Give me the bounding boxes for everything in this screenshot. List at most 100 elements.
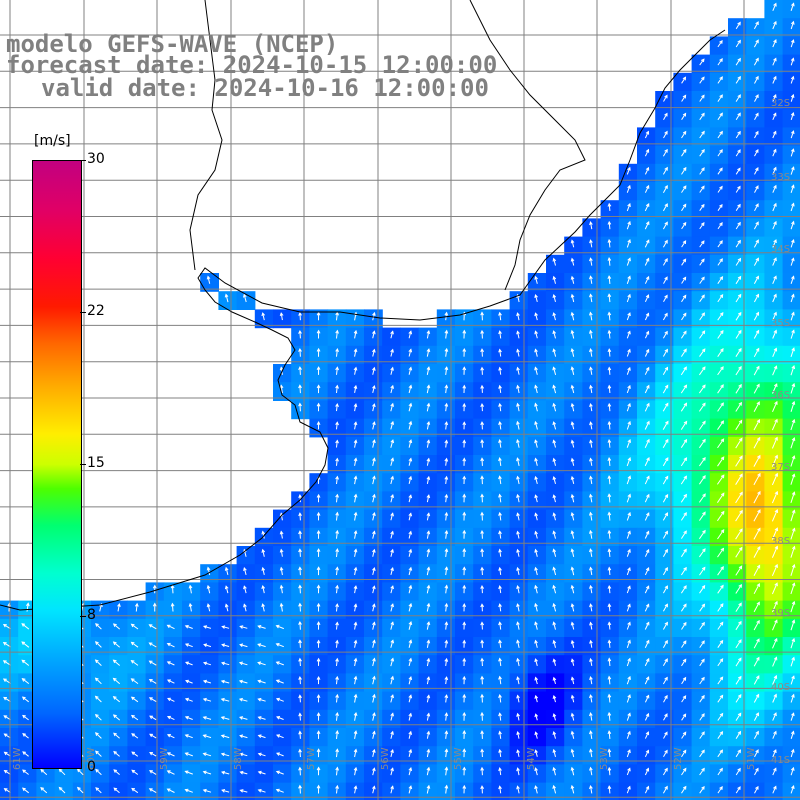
wind-arrow xyxy=(790,130,795,139)
wind-arrow xyxy=(166,624,175,630)
wind-arrow xyxy=(390,366,394,375)
wind-arrow xyxy=(276,734,284,739)
wind-arrow xyxy=(480,529,484,539)
wind-arrow xyxy=(589,730,593,739)
wind-arrow xyxy=(644,130,650,139)
wind-arrow xyxy=(717,438,725,449)
wind-arrow xyxy=(607,420,612,430)
wind-arrow xyxy=(699,621,705,630)
wind-arrow xyxy=(444,676,449,685)
wind-arrow xyxy=(372,548,376,557)
wind-arrow xyxy=(335,584,339,594)
wind-arrow xyxy=(589,675,593,685)
wind-arrow xyxy=(462,748,467,758)
wind-arrow xyxy=(772,2,777,11)
wind-arrow xyxy=(626,621,631,630)
wind-arrow xyxy=(698,420,706,430)
wind-arrow xyxy=(275,770,284,775)
wind-arrow xyxy=(681,112,687,120)
wind-arrow xyxy=(257,770,266,775)
wind-arrow xyxy=(662,621,668,630)
wind-arrow xyxy=(644,749,650,758)
wind-arrow xyxy=(772,112,777,121)
wind-speed-cell xyxy=(18,782,37,800)
wind-arrow xyxy=(626,220,631,230)
wind-arrow xyxy=(408,402,413,412)
wind-arrow xyxy=(94,659,102,666)
wind-arrow xyxy=(772,202,777,212)
wind-arrow xyxy=(112,641,121,648)
wind-arrow xyxy=(644,402,650,412)
wind-arrow xyxy=(607,584,612,594)
wind-arrow xyxy=(754,185,759,193)
wind-arrow xyxy=(681,130,687,139)
wind-arrow xyxy=(772,311,777,321)
wind-arrow xyxy=(148,624,157,630)
wind-arrow xyxy=(754,203,759,212)
wind-arrow xyxy=(372,530,376,539)
wind-arrow xyxy=(662,548,668,557)
wind-arrow xyxy=(681,749,687,758)
wind-arrow xyxy=(644,676,650,685)
wind-arrow xyxy=(698,438,706,449)
wind-arrow xyxy=(699,658,705,667)
wind-arrow xyxy=(335,493,339,503)
wind-arrow xyxy=(570,475,575,485)
wind-arrow xyxy=(117,602,121,612)
wind-arrow xyxy=(607,202,612,211)
wind-arrow xyxy=(790,436,796,449)
wind-arrow xyxy=(279,312,284,321)
wind-arrow xyxy=(717,749,723,758)
wind-arrow xyxy=(772,130,777,139)
legend-tick-label: 30 xyxy=(87,151,105,167)
wind-arrow xyxy=(206,566,211,576)
wind-arrow xyxy=(498,675,502,685)
wind-arrow xyxy=(444,493,449,503)
wind-arrow xyxy=(516,749,520,757)
wind-arrow xyxy=(570,402,575,412)
wind-arrow xyxy=(224,585,229,594)
wind-arrow xyxy=(516,584,520,594)
wind-arrow xyxy=(444,329,449,339)
wind-arrow xyxy=(717,94,723,102)
wind-arrow xyxy=(570,748,575,758)
wind-arrow xyxy=(735,383,742,394)
wind-arrow xyxy=(316,784,321,794)
wind-arrow xyxy=(353,712,358,721)
wind-arrow xyxy=(498,585,502,594)
longitude-label: 58W xyxy=(233,747,244,770)
wind-arrow xyxy=(790,257,795,266)
wind-arrow xyxy=(276,716,284,720)
wind-arrow xyxy=(699,58,705,66)
wind-arrow xyxy=(662,493,669,503)
legend-tick-label: 15 xyxy=(87,455,105,471)
wind-arrow xyxy=(570,239,575,248)
wind-arrow xyxy=(626,275,631,284)
wind-arrow xyxy=(316,347,321,357)
wind-arrow xyxy=(243,585,247,594)
wind-arrow xyxy=(717,384,724,394)
wind-arrow xyxy=(498,402,502,412)
wind-arrow xyxy=(698,456,706,467)
wind-arrow xyxy=(626,730,631,739)
wind-arrow xyxy=(372,657,376,667)
wind-arrow xyxy=(681,294,687,303)
wind-arrow xyxy=(134,602,139,612)
wind-arrow xyxy=(607,693,612,703)
wind-arrow xyxy=(279,602,284,612)
wind-arrow xyxy=(131,751,139,757)
wind-arrow xyxy=(552,494,557,503)
wind-arrow xyxy=(681,695,687,703)
wind-arrow xyxy=(790,166,795,175)
wind-arrow xyxy=(790,600,796,613)
wind-arrow xyxy=(790,148,795,157)
wind-arrow xyxy=(626,567,631,576)
wind-arrow xyxy=(498,657,502,667)
wind-arrow xyxy=(753,675,760,685)
wind-arrow xyxy=(444,402,449,412)
wind-arrow xyxy=(772,693,777,703)
wind-arrow xyxy=(589,221,593,230)
wind-arrow xyxy=(372,693,376,703)
wind-arrow xyxy=(589,694,593,703)
wind-arrow xyxy=(184,625,193,629)
